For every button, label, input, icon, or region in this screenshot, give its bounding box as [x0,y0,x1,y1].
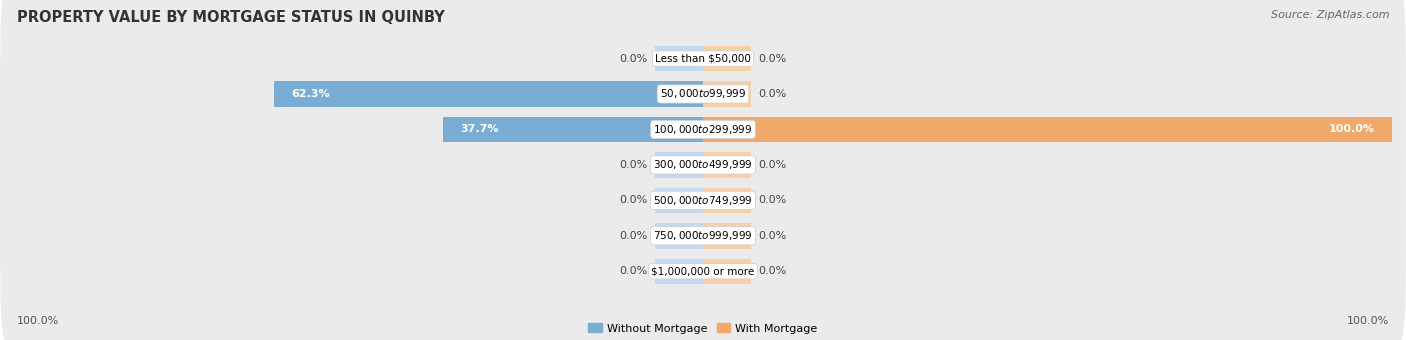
Bar [703,81,751,107]
Bar [655,152,703,178]
Text: $50,000 to $99,999: $50,000 to $99,999 [659,87,747,101]
Bar [703,188,751,213]
Text: Less than $50,000: Less than $50,000 [655,53,751,64]
Text: 0.0%: 0.0% [620,231,648,241]
Bar [703,258,751,284]
Text: Source: ZipAtlas.com: Source: ZipAtlas.com [1271,10,1389,20]
Text: 0.0%: 0.0% [758,231,786,241]
FancyBboxPatch shape [0,45,1406,214]
FancyBboxPatch shape [0,116,1406,285]
Text: 0.0%: 0.0% [620,266,648,276]
Text: 0.0%: 0.0% [620,195,648,205]
FancyBboxPatch shape [0,0,1406,143]
Bar [703,117,1392,142]
Text: 0.0%: 0.0% [758,89,786,99]
Bar [655,188,703,213]
Bar [655,223,703,249]
Text: 100.0%: 100.0% [1347,317,1389,326]
Bar [703,223,751,249]
Text: 62.3%: 62.3% [291,89,329,99]
FancyBboxPatch shape [0,10,1406,178]
FancyBboxPatch shape [0,187,1406,340]
Text: 0.0%: 0.0% [620,53,648,64]
Bar [655,46,703,71]
Text: $300,000 to $499,999: $300,000 to $499,999 [654,158,752,171]
Bar [655,258,703,284]
Bar [703,46,751,71]
Text: 0.0%: 0.0% [758,53,786,64]
FancyBboxPatch shape [0,151,1406,320]
Text: $1,000,000 or more: $1,000,000 or more [651,266,755,276]
Text: 100.0%: 100.0% [17,317,59,326]
Text: 0.0%: 0.0% [620,160,648,170]
FancyBboxPatch shape [0,80,1406,250]
Legend: Without Mortgage, With Mortgage: Without Mortgage, With Mortgage [583,319,823,338]
Text: $100,000 to $299,999: $100,000 to $299,999 [654,123,752,136]
Text: 100.0%: 100.0% [1329,124,1375,134]
Text: $750,000 to $999,999: $750,000 to $999,999 [654,229,752,242]
Text: 37.7%: 37.7% [461,124,499,134]
Bar [274,81,703,107]
Bar [443,117,703,142]
Text: PROPERTY VALUE BY MORTGAGE STATUS IN QUINBY: PROPERTY VALUE BY MORTGAGE STATUS IN QUI… [17,10,444,25]
Bar [703,152,751,178]
Text: 0.0%: 0.0% [758,160,786,170]
Text: 0.0%: 0.0% [758,195,786,205]
Text: 0.0%: 0.0% [758,266,786,276]
Text: $500,000 to $749,999: $500,000 to $749,999 [654,194,752,207]
